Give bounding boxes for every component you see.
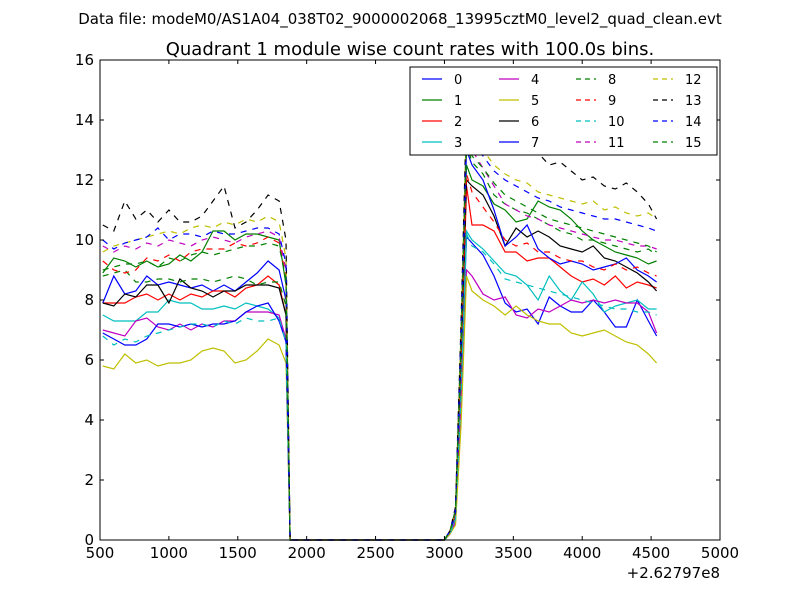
x-tick-label: 5000 [701, 544, 739, 562]
legend-label-0: 0 [454, 73, 462, 88]
legend-label-7: 7 [531, 136, 539, 151]
legend-label-4: 4 [531, 73, 539, 88]
x-tick-label: 2500 [356, 544, 394, 562]
series-line-13 [102, 106, 658, 541]
x-tick-label: 4000 [563, 544, 601, 562]
legend-box [409, 66, 718, 156]
chart-title: Quadrant 1 module wise count rates with … [166, 39, 655, 60]
legend-label-11: 11 [608, 136, 625, 151]
x-axis: 500 1000 1500 2000 2500 3000 3500 4000 4500 5000 [86, 60, 739, 562]
legend-label-1: 1 [454, 94, 462, 109]
x-axis-offset-label: +2.62797e8 [627, 564, 720, 582]
data-file-title: Data file: modeM0/AS1A04_038T02_90000020… [78, 10, 722, 29]
legend-label-6: 6 [531, 115, 539, 130]
legend-label-13: 13 [685, 94, 702, 109]
x-tick-label: 1000 [150, 544, 188, 562]
legend-label-8: 8 [608, 73, 616, 88]
x-tick-label: 4500 [632, 544, 670, 562]
y-tick-label: 14 [75, 111, 94, 129]
y-tick-label: 10 [75, 231, 94, 249]
y-tick-label: 12 [75, 171, 94, 189]
legend-label-14: 14 [685, 115, 702, 130]
legend-label-9: 9 [608, 94, 616, 109]
x-tick-label: 3000 [425, 544, 463, 562]
legend-label-3: 3 [454, 136, 462, 151]
y-tick-label: 0 [84, 531, 94, 549]
y-tick-label: 16 [75, 51, 94, 69]
y-tick-label: 8 [84, 291, 94, 309]
series-line-14 [102, 131, 657, 541]
legend-label-5: 5 [531, 94, 539, 109]
y-tick-label: 6 [84, 351, 94, 369]
legend-label-12: 12 [685, 73, 702, 88]
legend-label-15: 15 [685, 136, 702, 151]
x-tick-label: 1500 [219, 544, 257, 562]
y-tick-label: 2 [84, 471, 94, 489]
legend-label-10: 10 [608, 115, 625, 130]
x-tick-label: 3500 [494, 544, 532, 562]
x-tick-label: 500 [86, 544, 115, 562]
x-tick-label: 2000 [288, 544, 326, 562]
legend-label-2: 2 [454, 115, 462, 130]
y-tick-label: 4 [84, 411, 94, 429]
